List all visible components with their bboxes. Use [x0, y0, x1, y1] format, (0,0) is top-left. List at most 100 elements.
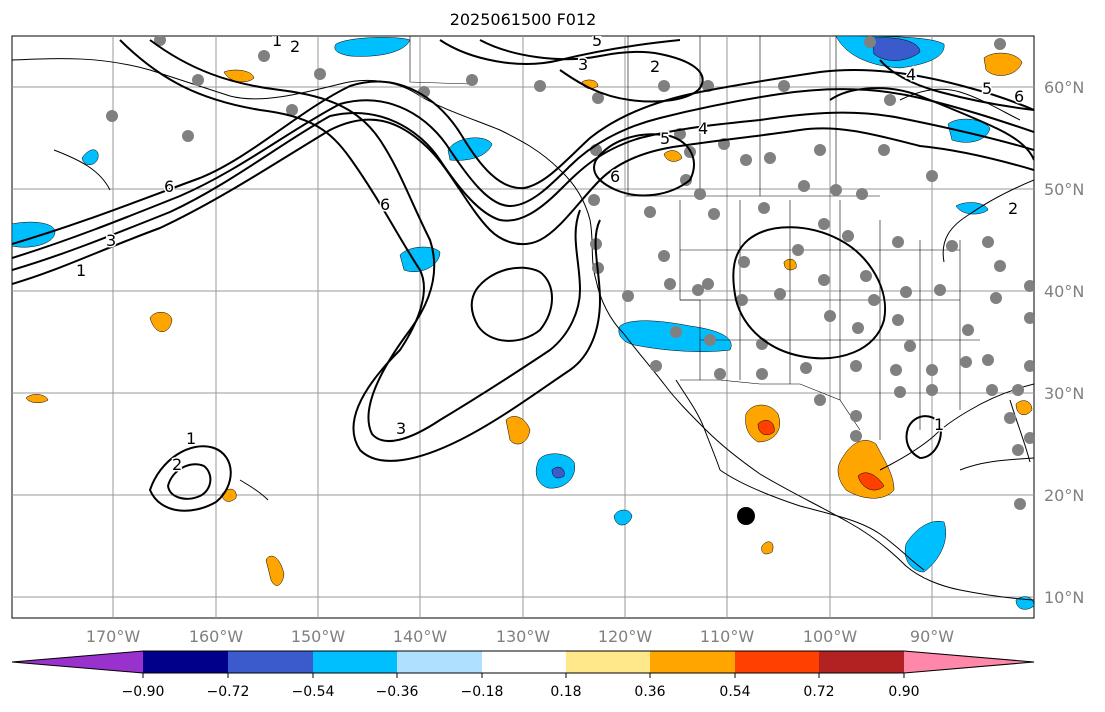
longitude-labels: 170°W 160°W 150°W 140°W 130°W 120°W 110°…: [86, 627, 954, 646]
neg-anomaly-aleutian: [81, 149, 99, 165]
florida: [1009, 399, 1031, 463]
colorbar-tick: −0.54: [292, 684, 335, 700]
contour-label: 4: [906, 65, 916, 84]
contour-label: 3: [396, 419, 406, 438]
contour-label: 6: [380, 195, 390, 214]
neg-anomaly-small: [613, 509, 633, 526]
alaska-canada-border: [409, 36, 471, 85]
lat-tick: 40°N: [1044, 282, 1084, 301]
colorbar-tick: −0.18: [461, 684, 504, 700]
contour-label: 5: [592, 31, 602, 50]
contour-label: 1: [934, 415, 944, 434]
anomaly-shading: [12, 36, 1034, 610]
colorbar-tick: −0.90: [122, 684, 165, 700]
lon-tick: 110°W: [700, 627, 755, 646]
contour-north-3: [829, 87, 1034, 161]
lon-tick: 100°W: [803, 627, 858, 646]
colorbar-tick: 0.72: [803, 684, 834, 700]
colorbar-tick: 0.54: [719, 684, 750, 700]
lon-tick: 120°W: [598, 627, 653, 646]
pos-anomaly-pacific: [149, 312, 173, 332]
contour-label: 6: [1014, 87, 1024, 106]
colorbar-segment: [482, 651, 567, 673]
contour-closed-us: [732, 226, 887, 360]
colorbar-tick: 0.36: [634, 684, 665, 700]
gulf-coast: [879, 383, 1034, 471]
us-mexico-border: [680, 379, 861, 431]
contour-label: 6: [610, 167, 620, 186]
contour-closed-nw: [593, 133, 695, 197]
contour-label: 4: [698, 119, 708, 138]
lat-tick: 30°N: [1044, 384, 1084, 403]
colorbar-segment: [819, 651, 904, 673]
mexico-coast: [719, 469, 925, 571]
colorbar-segment: [313, 651, 398, 673]
contour-labels: 1 2 5 3 2 5 4 6 4 5 6 2 1 3 6 6 3 1 2 1: [75, 31, 1026, 476]
neg-anomaly-alaska: [334, 37, 411, 57]
colorbar-tick: 0.90: [888, 684, 919, 700]
cuba: [959, 457, 1034, 471]
contour-label: 6: [164, 177, 174, 196]
contour-label: 2: [290, 37, 300, 56]
colorbar-segment: [650, 651, 735, 673]
lat-tick: 60°N: [1044, 78, 1084, 97]
pos-anomaly-subtropic: [505, 416, 531, 445]
contour-label: 1: [76, 261, 86, 280]
hawaii: [239, 479, 269, 501]
colorbar-segment: [397, 651, 482, 673]
map-title: 2025061500 F012: [449, 10, 597, 29]
contour-low-hawaii-inner: [166, 463, 212, 500]
neg-anomaly-hudson: [947, 118, 991, 143]
hudson-coast: [899, 88, 1021, 121]
contour-label: 3: [578, 55, 588, 74]
lon-tick: 90°W: [910, 627, 954, 646]
lon-tick: 170°W: [86, 627, 141, 646]
colorbar-segment: [143, 651, 228, 673]
pos-anomaly-labrador: [983, 52, 1023, 76]
colorbar-segment: [566, 651, 651, 673]
latitude-labels: 60°N 50°N 40°N 30°N 20°N 10°N: [1044, 78, 1084, 607]
lon-tick: 130°W: [496, 627, 551, 646]
lat-tick: 20°N: [1044, 486, 1084, 505]
pos-anomaly-bering: [223, 69, 255, 83]
contour-north-2: [479, 39, 704, 103]
coastlines: [12, 58, 1034, 601]
colorbar-tick: −0.36: [376, 684, 419, 700]
contour-1: [12, 118, 1034, 285]
contour-4: [12, 68, 1034, 245]
colorbar-segment: [228, 651, 313, 673]
contour-north-4: [879, 59, 1034, 111]
contour-6: [149, 39, 582, 442]
great-lakes-coast: [942, 179, 1034, 263]
lat-tick: 50°N: [1044, 180, 1084, 199]
contour-label: 5: [660, 129, 670, 148]
baja-peninsula: [675, 379, 721, 471]
contour-label: 2: [1008, 199, 1018, 218]
contour-label: 2: [172, 455, 182, 474]
colorbar-tick: −0.72: [207, 684, 250, 700]
contour-low-hawaii: [148, 445, 232, 512]
colorbar-extend-low: [12, 651, 143, 673]
west-coast: [12, 58, 1034, 601]
contour-5: [119, 39, 602, 462]
contour-3: [12, 88, 1034, 259]
contour-closed-gulf: [905, 415, 942, 460]
colorbar-extend-high: [904, 651, 1034, 673]
colorbar-tick: 0.18: [550, 684, 581, 700]
colorbar-segment: [735, 651, 820, 673]
lon-tick: 150°W: [291, 627, 346, 646]
contour-label: 3: [106, 231, 116, 250]
contour-closed-pacific: [470, 266, 553, 342]
lat-tick: 10°N: [1044, 588, 1084, 607]
colorbar: −0.90 −0.72 −0.54 −0.36 −0.18 0.18 0.36 …: [11, 650, 1035, 700]
aleutian-chain: [53, 149, 111, 191]
height-contours: [12, 39, 1034, 512]
contour-label: 5: [982, 79, 992, 98]
contour-label: 1: [272, 31, 282, 50]
storm-center-marker: [737, 507, 755, 525]
station-markers: [106, 36, 1034, 510]
contour-label: 2: [650, 57, 660, 76]
neg-anomaly-central-america: [904, 520, 946, 573]
contour-2: [12, 111, 1034, 271]
